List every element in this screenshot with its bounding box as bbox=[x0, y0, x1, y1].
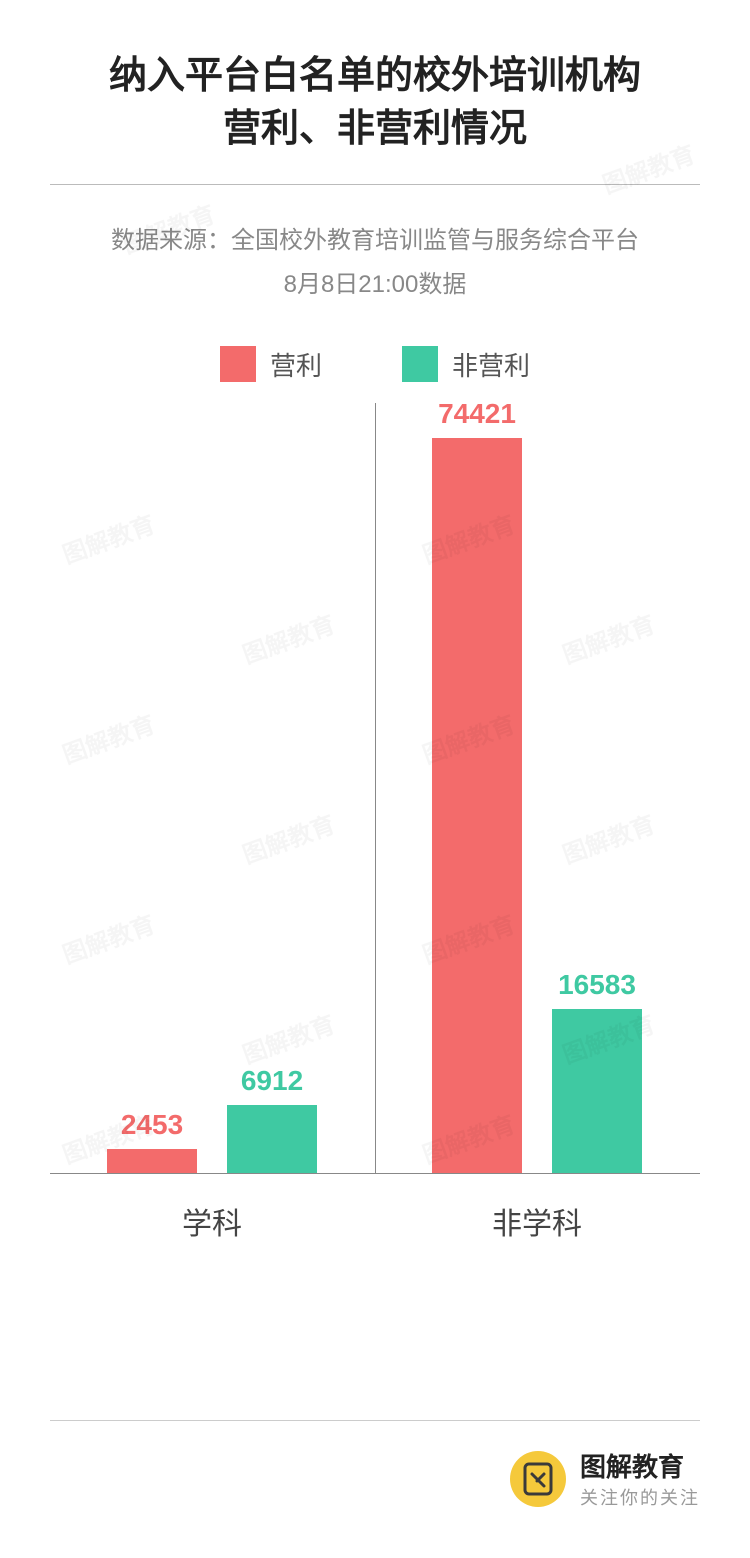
source-line-1: 数据来源：全国校外教育培训监管与服务综合平台 bbox=[50, 219, 700, 262]
brand-name: 图解教育 bbox=[580, 1447, 700, 1484]
title-divider bbox=[50, 184, 700, 185]
bar-value-label: 2453 bbox=[121, 1109, 183, 1141]
category-label: 非学科 bbox=[492, 1199, 582, 1243]
bar-value-label: 16583 bbox=[558, 969, 636, 1001]
legend-label: 营利 bbox=[270, 346, 322, 383]
title-line-2: 营利、非营利情况 bbox=[223, 108, 527, 150]
legend-label: 非营利 bbox=[452, 346, 530, 383]
title-line-1: 纳入平台白名单的校外培训机构 bbox=[109, 55, 641, 97]
bar bbox=[432, 438, 522, 1173]
bar bbox=[107, 1149, 197, 1173]
legend-swatch bbox=[402, 346, 438, 382]
footer-divider bbox=[50, 1420, 700, 1421]
bar-value-label: 74421 bbox=[438, 398, 516, 430]
bar-value-label: 6912 bbox=[241, 1065, 303, 1097]
bar bbox=[552, 1009, 642, 1173]
chart-legend: 营利 非营利 bbox=[50, 346, 700, 383]
x-axis bbox=[50, 1173, 700, 1174]
brand-tagline: 关注你的关注 bbox=[580, 1484, 700, 1510]
brand-block: 图解教育 关注你的关注 bbox=[50, 1447, 700, 1510]
bar-chart: 24536912学科7442116583非学科 bbox=[50, 403, 700, 1273]
brand-logo-icon bbox=[510, 1451, 566, 1507]
footer: 图解教育 关注你的关注 bbox=[50, 1420, 700, 1510]
legend-item: 营利 bbox=[220, 346, 322, 383]
category-label: 学科 bbox=[182, 1199, 242, 1243]
chart-title: 纳入平台白名单的校外培训机构 营利、非营利情况 bbox=[50, 50, 700, 156]
data-source: 数据来源：全国校外教育培训监管与服务综合平台 8月8日21:00数据 bbox=[50, 219, 700, 305]
legend-swatch bbox=[220, 346, 256, 382]
bar bbox=[227, 1105, 317, 1173]
legend-item: 非营利 bbox=[402, 346, 530, 383]
center-divider bbox=[375, 403, 376, 1173]
source-line-2: 8月8日21:00数据 bbox=[50, 263, 700, 306]
brand-text: 图解教育 关注你的关注 bbox=[580, 1447, 700, 1510]
